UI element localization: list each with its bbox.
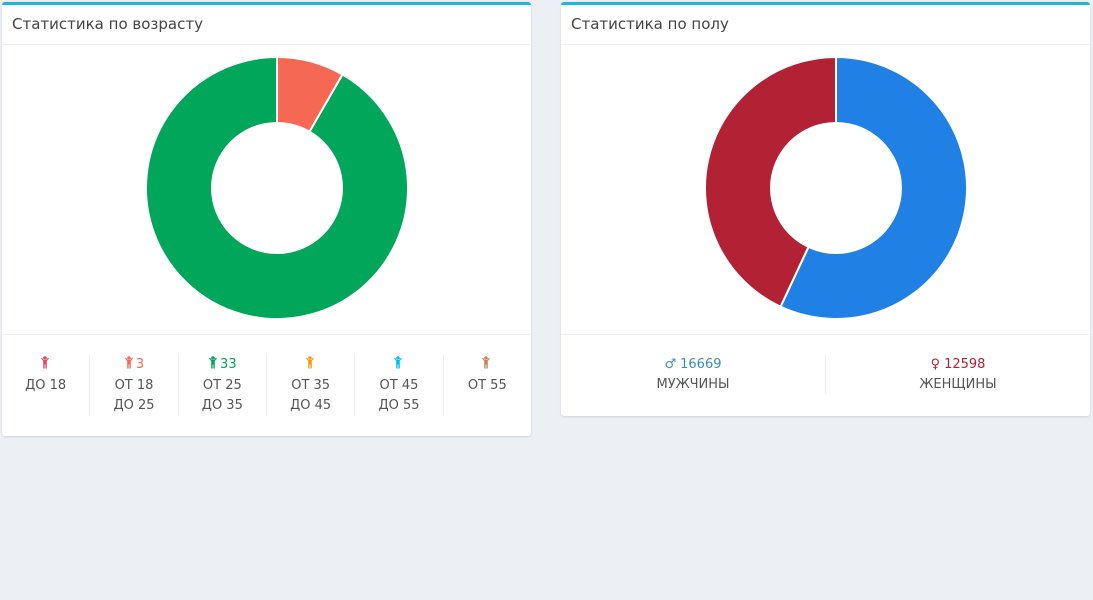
age-group-label-to: ДО 35 <box>201 398 243 413</box>
gender-panel-title: Статистика по полу <box>561 5 1090 45</box>
age-group-header <box>267 355 354 376</box>
age-group-1: 3 ОТ 18 ДО 25 <box>90 355 179 416</box>
gender-stats-panel: Статистика по полу ♂ 16669 МУЖЧИНЫ ♀ 12598 ЖЕ… <box>561 2 1090 416</box>
age-group-label-from: ОТ 18 <box>114 378 154 393</box>
age-group-label-to: ДО 55 <box>378 398 420 413</box>
age-group-2: 33 ОТ 25 ДО 35 <box>179 355 267 416</box>
age-group-label-to: ДО 25 <box>113 398 155 413</box>
gender-group-1: ♀ 12598 ЖЕНЩИНЫ <box>826 355 1090 395</box>
age-group-count: 33 <box>220 357 237 372</box>
person-icon <box>393 356 403 376</box>
gender-donut-chart-area <box>561 45 1090 335</box>
age-legend: ДО 18 3 ОТ 18 ДО 25 33 ОТ 25 ДО 35 ОТ 35 ДО 45 ОТ… <box>2 335 531 416</box>
age-group-header <box>355 355 442 376</box>
age-group-header: 33 <box>179 355 266 376</box>
age-group-4: ОТ 45 ДО 55 <box>355 355 444 416</box>
age-group-label-from: ДО 18 <box>25 378 67 393</box>
gender-group-label: ЖЕНЩИНЫ <box>919 377 997 392</box>
gender-group-label: МУЖЧИНЫ <box>656 377 730 392</box>
gender-group-header: ♀ 12598 <box>826 355 1090 375</box>
age-group-label-from: ОТ 45 <box>379 378 419 393</box>
age-group-5: ОТ 55 <box>444 355 531 416</box>
age-stats-panel: Статистика по возрасту ДО 18 3 ОТ 18 ДО 25 3… <box>2 2 531 436</box>
male-icon: ♂ <box>664 357 677 372</box>
age-group-label-from: ОТ 55 <box>467 378 507 393</box>
gender-group-header: ♂ 16669 <box>561 355 825 375</box>
person-icon <box>481 356 491 376</box>
gender-donut-hole <box>770 122 902 254</box>
age-group-label-from: ОТ 25 <box>202 378 242 393</box>
person-icon <box>40 356 50 376</box>
gender-legend: ♂ 16669 МУЖЧИНЫ ♀ 12598 ЖЕНЩИНЫ <box>561 335 1090 395</box>
person-icon <box>305 356 315 376</box>
age-group-count: 3 <box>135 357 145 372</box>
age-donut-hole <box>211 122 343 254</box>
person-icon <box>208 356 218 376</box>
age-group-label-from: ОТ 35 <box>291 378 331 393</box>
gender-group-count: 16669 <box>680 357 722 372</box>
gender-group-0: ♂ 16669 МУЖЧИНЫ <box>561 355 826 395</box>
age-group-3: ОТ 35 ДО 45 <box>267 355 356 416</box>
age-panel-title: Статистика по возрасту <box>2 5 531 45</box>
age-group-label-to: ДО 45 <box>290 398 332 413</box>
age-group-header <box>444 355 531 376</box>
age-donut-chart <box>145 55 409 320</box>
age-group-header <box>2 355 89 376</box>
gender-donut-chart <box>704 55 968 320</box>
age-group-header: 3 <box>90 355 177 376</box>
female-icon: ♀ <box>930 357 941 372</box>
gender-group-count: 12598 <box>944 357 986 372</box>
age-group-0: ДО 18 <box>2 355 91 416</box>
age-donut-chart-area <box>2 45 531 335</box>
person-icon <box>124 356 134 376</box>
